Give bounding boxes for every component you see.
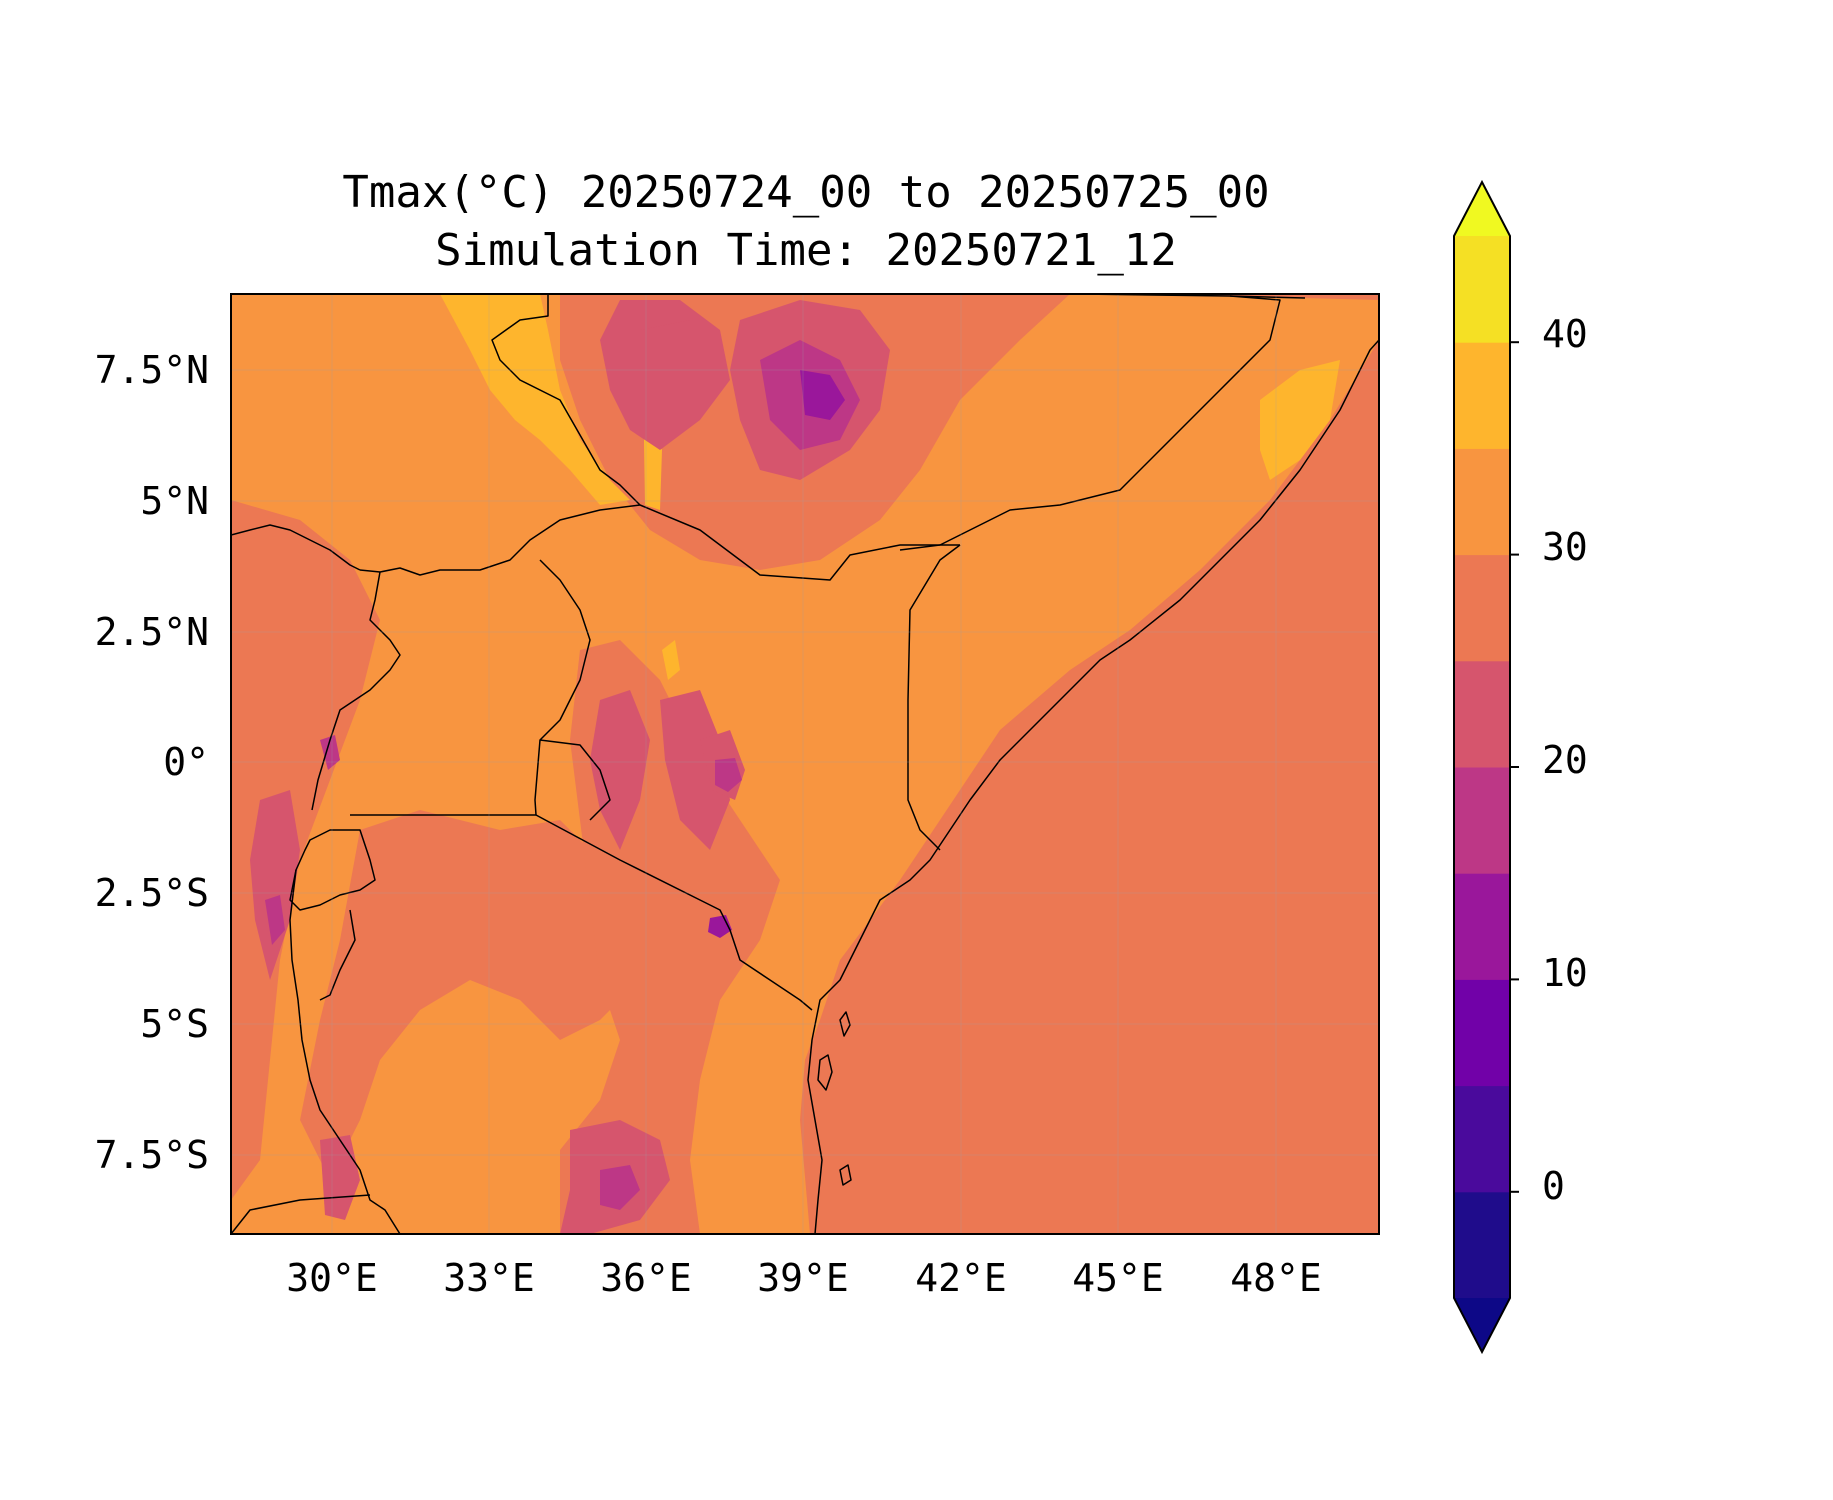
coastline-east-africa xyxy=(807,339,1379,1234)
plot-title-line-2: Simulation Time: 20250721_12 xyxy=(435,225,1177,276)
lon-tick-label: 45°E xyxy=(1072,1256,1164,1300)
lat-tick-label: 2.5°N xyxy=(94,610,209,654)
colorbar-segment xyxy=(1454,554,1510,662)
plot-title-line-1: Tmax(°C) 20250724_00 to 20250725_00 xyxy=(342,167,1270,218)
colorbar-outline xyxy=(1453,179,1511,1355)
lon-tick-label: 42°E xyxy=(915,1256,1007,1300)
colorbar xyxy=(1453,179,1519,1355)
country-borders xyxy=(231,294,1379,1234)
border-south-sudan-ethiopia xyxy=(491,294,641,506)
highland-tanzania-south-b xyxy=(600,1165,640,1210)
lat-tick-label: 5°N xyxy=(140,479,209,523)
colorbar-segment xyxy=(1454,1191,1510,1299)
colorbar-tick-label: 30 xyxy=(1542,525,1588,569)
hot-zone-kenya xyxy=(662,640,680,680)
colorbar-segment xyxy=(1454,1085,1510,1193)
colorbar-tick-label: 0 xyxy=(1542,1164,1565,1208)
highland-kenya-b xyxy=(660,690,730,850)
border-ethiopia-djibouti xyxy=(1229,295,1306,299)
border-kenya-somalia xyxy=(907,544,961,851)
lat-tick-label: 5°S xyxy=(140,1002,209,1046)
highland-ethiopia-d xyxy=(800,370,845,420)
colorbar-segment xyxy=(1454,767,1510,874)
island-zanzibar xyxy=(817,1054,833,1091)
hot-zone-somalia-coast xyxy=(1260,360,1340,480)
gridlines xyxy=(231,294,1379,1234)
border-uganda-drc xyxy=(311,571,401,811)
map-frame xyxy=(230,293,1380,1235)
highland-albertine xyxy=(250,790,300,980)
border-burundi-tanzania xyxy=(319,909,356,1001)
colorbar-segment xyxy=(1454,448,1510,556)
colorbar-segment xyxy=(1454,873,1510,980)
lat-tick-label: 7.5°S xyxy=(94,1133,209,1177)
colorbar-segment xyxy=(1454,236,1510,343)
cool-zone-south xyxy=(300,810,640,1180)
colorbar-segment xyxy=(1454,660,1510,768)
lat-tick-label: 2.5°S xyxy=(94,871,209,915)
highland-rwenzori xyxy=(320,735,340,770)
border-kenya-ethiopia xyxy=(639,504,960,581)
border-drc-tanzania xyxy=(289,869,401,1234)
border-ethiopia-somalia xyxy=(899,294,1281,551)
highland-ethiopia-e xyxy=(640,320,710,420)
lon-tick-label: 39°E xyxy=(757,1256,849,1300)
colorbar-tick-label: 20 xyxy=(1542,738,1588,782)
colorbar-tick-label: 40 xyxy=(1542,312,1588,356)
lon-tick-label: 36°E xyxy=(600,1256,692,1300)
colorbar-extend-max xyxy=(1454,182,1510,236)
lake-victoria-shore xyxy=(539,739,611,821)
colorbar-segment xyxy=(1454,342,1510,449)
colorbar-tick-label: 10 xyxy=(1542,951,1588,995)
highland-kenya-d xyxy=(715,758,742,792)
border-zambia-tanzania xyxy=(231,1194,371,1234)
island-mafia xyxy=(839,1164,852,1186)
highland-kivu xyxy=(265,895,285,945)
border-drc-south-sudan xyxy=(231,524,361,571)
island-pemba xyxy=(839,1011,851,1037)
cool-zone-west xyxy=(231,500,380,1200)
highland-kenya-a xyxy=(590,690,650,850)
border-kenya-tanzania xyxy=(535,814,813,1011)
border-south-sudan-kenya-uganda xyxy=(359,504,641,576)
lon-tick-label: 33°E xyxy=(443,1256,535,1300)
lon-tick-label: 30°E xyxy=(286,1256,378,1300)
lat-tick-label: 0° xyxy=(163,740,209,784)
map-panel xyxy=(231,294,1379,1234)
hot-zone-south-sudan xyxy=(440,294,630,505)
border-uganda-kenya xyxy=(534,559,591,816)
colorbar-segment xyxy=(1454,979,1510,1087)
colorbar-extend-min xyxy=(1454,1298,1510,1352)
lat-tick-label: 7.5°N xyxy=(94,348,209,392)
lon-tick-label: 48°E xyxy=(1230,1256,1322,1300)
